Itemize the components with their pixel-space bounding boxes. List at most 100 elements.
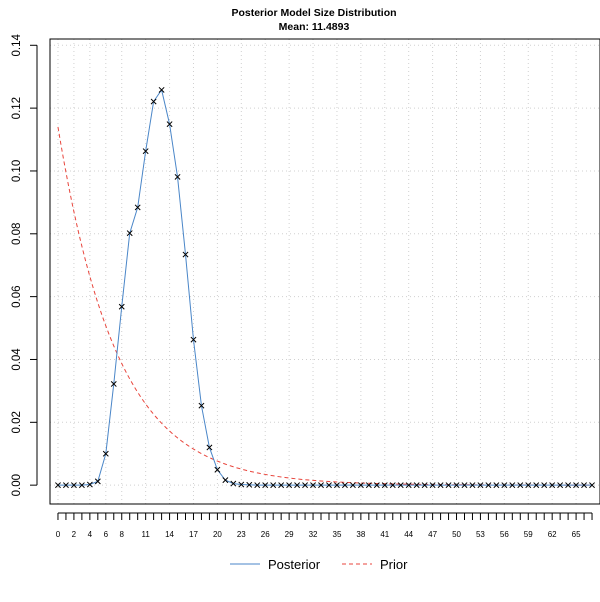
x-tick-label: 62	[548, 530, 557, 539]
x-tick-label: 20	[213, 530, 222, 539]
posterior-point	[477, 482, 484, 489]
prior-line	[57, 126, 593, 486]
posterior-point	[206, 444, 213, 451]
posterior-point	[381, 482, 388, 489]
y-tick-label: 0.12	[11, 97, 23, 119]
posterior-point	[525, 482, 532, 489]
posterior-point	[110, 381, 117, 387]
x-tick-label: 32	[309, 530, 318, 539]
posterior-point	[70, 482, 77, 489]
x-tick-label: 0	[56, 530, 61, 539]
x-tick-label: 17	[189, 530, 198, 539]
posterior-point	[278, 482, 285, 489]
grid	[50, 39, 600, 504]
chart-title: Posterior Model Size Distribution	[231, 7, 396, 19]
x-tick-label: 4	[88, 530, 93, 539]
posterior-point	[94, 478, 101, 485]
posterior-point	[341, 482, 348, 489]
posterior-point	[294, 482, 301, 489]
x-tick-label: 23	[237, 530, 246, 539]
posterior-point	[286, 482, 293, 489]
x-tick-label: 11	[141, 530, 150, 539]
legend-prior-label: Prior	[380, 557, 408, 572]
posterior-point	[517, 482, 524, 489]
x-tick-label: 53	[476, 530, 485, 539]
posterior-point	[549, 482, 556, 489]
posterior-point	[190, 336, 197, 343]
posterior-point	[246, 481, 253, 488]
y-axis: 0.00 0.02 0.04 0.06 0.08 0.10 0.12 0.14	[11, 33, 38, 496]
y-tick-label: 0.02	[11, 411, 23, 433]
posterior-point	[222, 477, 229, 484]
posterior-point	[405, 482, 412, 489]
plot-frame	[49, 38, 600, 505]
x-tick-label: 65	[572, 530, 581, 539]
posterior-point	[429, 482, 436, 489]
x-tick-label: 6	[104, 530, 109, 539]
x-tick-label: 35	[333, 530, 342, 539]
posterior-point	[270, 482, 277, 489]
posterior-point	[318, 482, 324, 489]
posterior-point	[357, 482, 364, 489]
posterior-point	[126, 230, 133, 237]
y-tick-label: 0.06	[11, 285, 23, 307]
posterior-point	[349, 482, 356, 489]
posterior-point	[397, 482, 404, 489]
posterior-point	[158, 86, 165, 93]
legend: Posterior Prior	[230, 557, 408, 572]
posterior-line	[57, 88, 593, 486]
posterior-point	[365, 482, 372, 489]
posterior-point	[214, 466, 221, 473]
y-tick-label: 0.00	[11, 474, 23, 496]
posterior-point	[469, 482, 476, 489]
posterior-point	[565, 482, 572, 489]
posterior-point	[533, 482, 540, 489]
posterior-point	[62, 482, 69, 489]
posterior-point	[573, 482, 580, 489]
posterior-point	[389, 482, 396, 489]
posterior-point	[461, 482, 468, 489]
x-tick-label: 8	[120, 530, 125, 539]
x-tick-label: 56	[500, 530, 509, 539]
x-tick-label: 2	[72, 530, 77, 539]
legend-posterior-label: Posterior	[268, 557, 321, 572]
posterior-point	[230, 480, 237, 487]
posterior-point	[238, 481, 245, 488]
x-tick-label: 26	[261, 530, 270, 539]
posterior-point	[413, 482, 420, 489]
posterior-point	[334, 482, 340, 489]
x-tick-label: 47	[428, 530, 437, 539]
posterior-point	[541, 482, 548, 489]
posterior-point	[310, 482, 316, 489]
x-tick-label: 14	[165, 530, 174, 539]
posterior-point	[182, 251, 189, 258]
x-tick-label: 59	[524, 530, 533, 539]
posterior-point	[493, 482, 500, 489]
x-tick-label: 29	[285, 530, 294, 539]
posterior-point	[501, 482, 508, 489]
x-tick-label: 38	[356, 530, 365, 539]
posterior-point	[589, 482, 595, 489]
y-tick-label: 0.08	[11, 223, 23, 245]
posterior-point	[437, 482, 444, 489]
posterior-point	[445, 482, 452, 489]
posterior-point	[102, 450, 109, 457]
y-tick-label: 0.04	[11, 348, 23, 371]
posterior-point	[198, 402, 205, 409]
posterior-point	[326, 482, 332, 489]
y-tick-label: 0.10	[11, 160, 23, 182]
x-tick-label: 50	[452, 530, 461, 539]
prior-layer	[57, 126, 593, 486]
y-tick-label: 0.14	[11, 33, 23, 56]
posterior-point	[118, 303, 125, 310]
x-tick-label: 44	[404, 530, 413, 539]
posterior-point	[134, 204, 141, 211]
posterior-point	[78, 482, 85, 489]
posterior-point	[557, 482, 564, 489]
posterior-point	[509, 482, 516, 489]
posterior-point	[150, 98, 157, 105]
posterior-point	[302, 482, 309, 489]
posterior-point	[421, 482, 428, 489]
posterior-point	[581, 482, 588, 489]
